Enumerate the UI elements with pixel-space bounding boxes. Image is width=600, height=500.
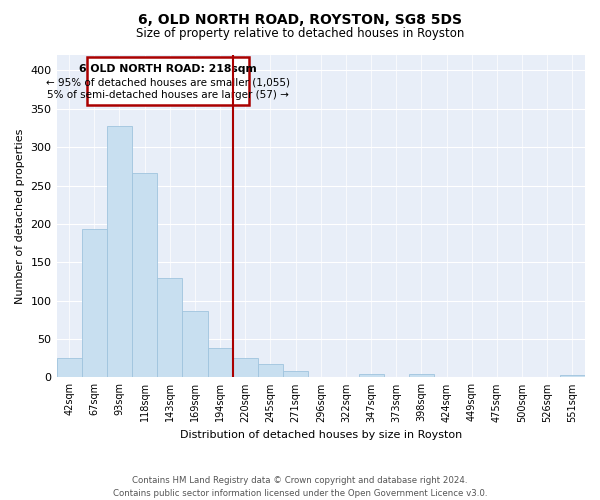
Text: Contains HM Land Registry data © Crown copyright and database right 2024.
Contai: Contains HM Land Registry data © Crown c…	[113, 476, 487, 498]
Y-axis label: Number of detached properties: Number of detached properties	[15, 128, 25, 304]
Text: Size of property relative to detached houses in Royston: Size of property relative to detached ho…	[136, 28, 464, 40]
Text: 6 OLD NORTH ROAD: 218sqm: 6 OLD NORTH ROAD: 218sqm	[79, 64, 257, 74]
Text: ← 95% of detached houses are smaller (1,055): ← 95% of detached houses are smaller (1,…	[46, 78, 290, 88]
Bar	[132, 173, 157, 378]
Bar	[107, 126, 132, 378]
Bar	[182, 310, 208, 378]
Bar	[409, 374, 434, 378]
Bar	[560, 375, 585, 378]
Bar	[258, 364, 283, 378]
Bar	[157, 278, 182, 378]
Text: 5% of semi-detached houses are larger (57) →: 5% of semi-detached houses are larger (5…	[47, 90, 289, 101]
X-axis label: Distribution of detached houses by size in Royston: Distribution of detached houses by size …	[179, 430, 462, 440]
Bar	[82, 230, 107, 378]
Bar	[359, 374, 383, 378]
FancyBboxPatch shape	[87, 56, 249, 105]
Bar	[233, 358, 258, 378]
Bar	[208, 348, 233, 378]
Bar	[56, 358, 82, 378]
Bar	[283, 372, 308, 378]
Text: 6, OLD NORTH ROAD, ROYSTON, SG8 5DS: 6, OLD NORTH ROAD, ROYSTON, SG8 5DS	[138, 12, 462, 26]
